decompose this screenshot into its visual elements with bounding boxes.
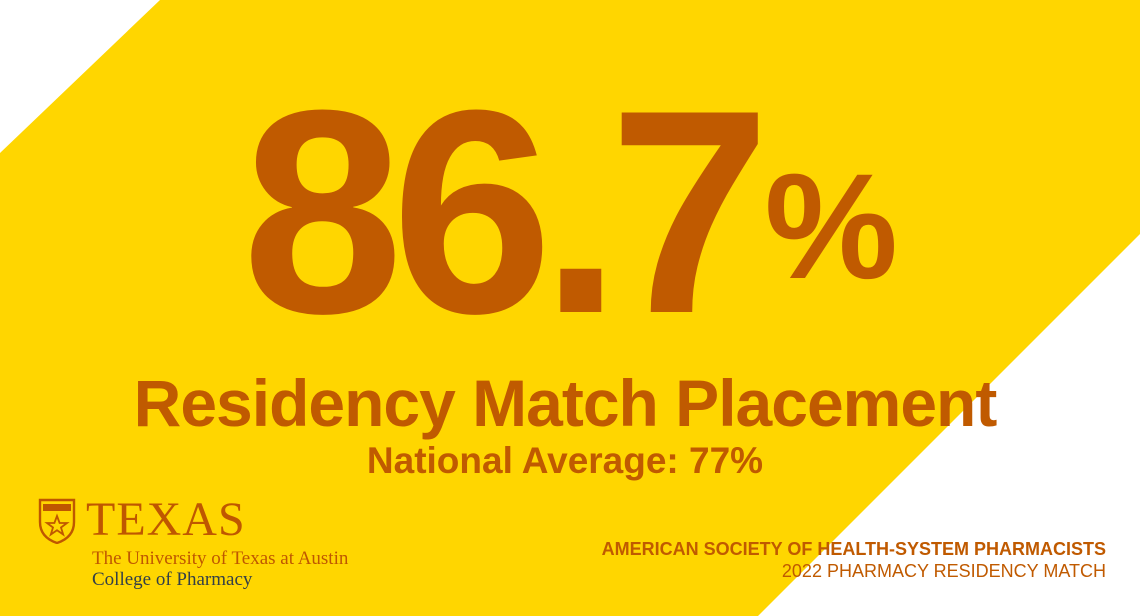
logo-wordmark: TEXAS bbox=[86, 493, 246, 546]
national-average: National Average: 77% bbox=[366, 440, 764, 481]
logo-college-name: College of Pharmacy bbox=[92, 569, 253, 590]
headline-percent-sign: % bbox=[764, 142, 898, 310]
headline-value: 86.7 bbox=[242, 50, 770, 374]
source-credit: AMERICAN SOCIETY OF HEALTH-SYSTEM PHARMA… bbox=[602, 538, 1106, 582]
ut-seal-icon bbox=[38, 498, 76, 544]
source-event: 2022 PHARMACY RESIDENCY MATCH bbox=[781, 561, 1106, 581]
source-organization: AMERICAN SOCIETY OF HEALTH-SYSTEM PHARMA… bbox=[601, 539, 1106, 559]
logo-university-name: The University of Texas at Austin bbox=[92, 548, 349, 569]
ut-pharmacy-logo: TEXAS The University of Texas at Austin … bbox=[38, 496, 378, 596]
headline-percentage: 86.7% bbox=[0, 67, 1140, 357]
subtitle: Residency Match Placement bbox=[133, 366, 998, 440]
